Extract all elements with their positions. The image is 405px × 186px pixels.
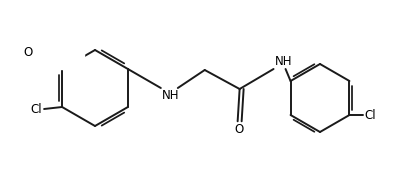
Bar xyxy=(0,0,83,69)
Text: O: O xyxy=(28,39,38,52)
Text: O: O xyxy=(24,46,33,59)
Text: Cl: Cl xyxy=(30,102,42,116)
Text: NH: NH xyxy=(162,89,179,102)
Text: NH: NH xyxy=(275,55,292,68)
Text: O: O xyxy=(234,123,243,136)
Text: O: O xyxy=(36,51,45,64)
Text: Cl: Cl xyxy=(364,108,376,121)
